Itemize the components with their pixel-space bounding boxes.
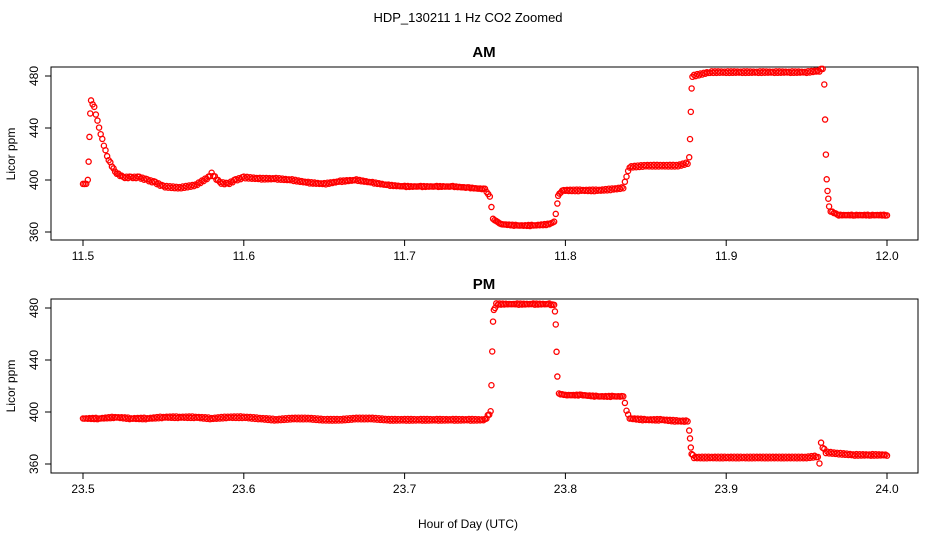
am-data-point — [550, 218, 558, 225]
pm-y-tick-label: 440 — [27, 350, 41, 370]
panel-am-title: AM — [472, 44, 495, 61]
am-x-tick-label: 11.8 — [554, 249, 577, 263]
am-data-point — [823, 176, 830, 183]
figure-title: HDP_130211 1 Hz CO2 Zoomed — [373, 10, 562, 25]
am-x-tick-label: 11.5 — [72, 249, 95, 263]
panel-pm-y-axis-label: Licor ppm — [4, 360, 18, 413]
pm-data-point — [488, 381, 495, 389]
pm-data-point — [553, 348, 560, 356]
am-y-tick-label: 400 — [27, 170, 41, 190]
pm-data-point — [686, 435, 694, 442]
am-data-point — [883, 212, 891, 219]
am-data-point — [687, 108, 695, 116]
panel-am-data-points — [79, 65, 891, 230]
panel-pm-data-points — [79, 300, 891, 467]
am-data-point — [824, 187, 831, 195]
am-data-point — [92, 111, 100, 118]
am-data-point — [486, 193, 494, 200]
pm-data-point — [816, 460, 823, 467]
am-data-point — [95, 124, 103, 131]
am-data-point — [85, 158, 92, 165]
am-y-tick-label: 440 — [27, 118, 41, 138]
pm-data-point — [550, 301, 558, 309]
panel-pm-title: PM — [473, 276, 496, 293]
pm-data-point — [814, 453, 822, 461]
pm-data-point — [685, 427, 693, 434]
panel-pm-x-axis: 23.5 23.6 23.7 23.8 23.9 24.0 — [71, 472, 899, 496]
pm-data-point — [623, 407, 630, 414]
am-data-point — [481, 185, 489, 192]
panel-pm-y-axis: 360 400 440 480 — [27, 298, 52, 474]
panel-am-x-axis: 11.5 11.6 11.7 11.8 11.9 12.0 — [72, 239, 899, 263]
pm-data-point — [883, 452, 891, 459]
am-data-point — [102, 146, 109, 154]
pm-data-point — [684, 418, 691, 425]
am-data-point — [91, 103, 98, 111]
am-data-point — [208, 169, 215, 176]
am-data-point — [86, 133, 93, 141]
am-data-point — [211, 173, 219, 180]
am-data-point — [624, 167, 632, 175]
am-x-tick-label: 11.7 — [393, 249, 416, 263]
am-data-point — [686, 135, 694, 143]
pm-data-point — [551, 308, 559, 315]
pm-y-tick-label: 480 — [27, 298, 41, 318]
am-data-point — [488, 203, 495, 211]
am-x-tick-label: 11.9 — [715, 249, 738, 263]
am-data-point — [136, 173, 143, 181]
am-data-point — [822, 151, 830, 158]
am-data-point — [825, 195, 832, 202]
pm-x-tick-label: 23.5 — [71, 482, 95, 496]
am-x-tick-label: 12.0 — [875, 249, 899, 263]
pm-data-point — [811, 452, 818, 460]
am-x-tick-label: 11.6 — [233, 249, 256, 263]
am-data-point — [99, 135, 106, 143]
pm-x-tick-label: 23.9 — [715, 482, 739, 496]
pm-x-tick-label: 24.0 — [875, 482, 899, 496]
panel-am-y-axis-label: Licor ppm — [4, 128, 18, 181]
pm-data-point — [487, 407, 494, 415]
pm-y-tick-label: 360 — [27, 454, 41, 474]
am-data-point — [190, 182, 198, 190]
am-data-point — [684, 160, 691, 168]
pm-data-point — [489, 318, 497, 325]
figure-x-axis-label: Hour of Day (UTC) — [418, 517, 518, 531]
pm-x-tick-label: 23.8 — [554, 482, 578, 496]
am-data-point — [829, 208, 836, 215]
pm-x-tick-label: 23.6 — [232, 482, 256, 496]
pm-data-point — [621, 399, 629, 407]
pm-data-point — [554, 373, 561, 380]
panel-pm: PM 23.5 23.6 23.7 23.8 23.9 24.0 360 400 440 480… — [4, 276, 919, 496]
am-data-point — [685, 154, 693, 161]
am-data-point — [552, 210, 560, 218]
panel-am-y-axis: 360 400 440 480 — [27, 66, 52, 242]
am-data-point — [616, 185, 624, 193]
am-data-point — [94, 117, 101, 124]
am-data-point — [819, 65, 826, 73]
pm-y-tick-label: 400 — [27, 402, 41, 422]
pm-data-point — [620, 393, 627, 400]
am-data-point — [554, 200, 561, 207]
panel-am: AM 11.5 11.6 11.7 11.8 11.9 12.0 360 400 440 480… — [4, 44, 919, 263]
pm-data-point — [488, 348, 496, 355]
am-data-point — [620, 184, 627, 192]
am-data-point — [84, 176, 92, 184]
am-y-tick-label: 480 — [27, 66, 41, 86]
pm-data-point — [552, 321, 560, 328]
pm-x-tick-label: 23.7 — [393, 482, 417, 496]
pm-data-point — [485, 411, 493, 418]
pm-data-point — [687, 444, 695, 451]
am-data-point — [110, 165, 117, 172]
am-data-point — [688, 85, 695, 92]
am-data-point — [623, 173, 630, 180]
am-data-point — [821, 116, 829, 123]
am-data-point — [821, 81, 828, 88]
am-y-tick-label: 360 — [27, 222, 41, 242]
